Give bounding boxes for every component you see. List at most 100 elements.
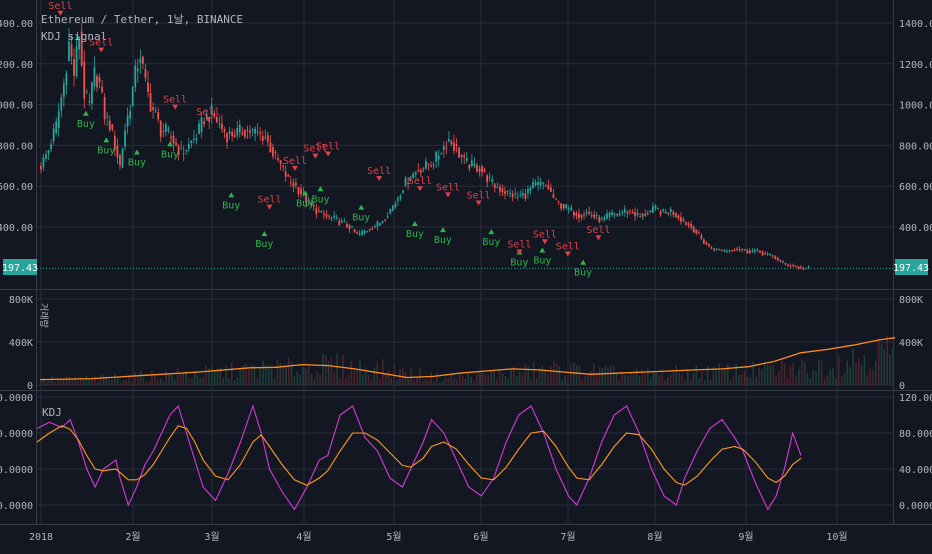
volume-bar <box>171 374 173 385</box>
volume-bar <box>450 374 452 385</box>
candle-body <box>325 214 328 217</box>
candle-body <box>639 216 642 218</box>
candle-body <box>756 249 759 251</box>
sell-signal-label: Sell <box>283 156 307 167</box>
candle-body <box>631 211 634 214</box>
candle-body <box>789 265 792 267</box>
kdj-tick-label-right: 0.0000 <box>899 501 932 512</box>
volume-bar <box>119 382 122 385</box>
volume-bar <box>555 363 558 385</box>
candle-body <box>453 142 455 151</box>
candle-body <box>348 225 351 230</box>
volume-bar <box>128 375 130 385</box>
candle-body <box>445 147 448 149</box>
candle-body <box>662 209 664 211</box>
candle-body <box>172 135 175 144</box>
candle-body <box>458 147 460 158</box>
candle-body <box>473 163 476 167</box>
volume-bar <box>515 376 518 385</box>
last-price-left-text: 197.43 <box>2 263 38 274</box>
candle-body <box>315 208 318 215</box>
volume-bar <box>208 368 210 385</box>
volume-bar <box>467 373 470 385</box>
candle-body <box>266 135 269 142</box>
volume-bar <box>547 374 549 385</box>
volume-bar <box>498 368 501 385</box>
candle-body <box>335 217 338 219</box>
volume-bar <box>758 367 760 385</box>
volume-bar <box>892 347 894 385</box>
volume-bar <box>248 369 250 385</box>
candle-body <box>93 67 96 87</box>
candle-body <box>111 124 114 130</box>
volume-bar <box>344 377 347 385</box>
candle-body <box>233 135 236 137</box>
candle-body <box>277 158 279 161</box>
volume-bar <box>205 365 207 385</box>
price-tick-label-left: 1200.00 <box>0 60 33 71</box>
candle-body <box>343 221 346 223</box>
volume-bar <box>45 381 48 385</box>
buy-signal-label: Buy <box>533 255 551 266</box>
candle-body <box>425 160 427 169</box>
volume-bar <box>766 365 769 385</box>
buy-marker <box>580 259 587 265</box>
candle-body <box>440 153 443 155</box>
candle-body <box>504 191 506 194</box>
candle-body <box>167 128 170 132</box>
candle-body <box>198 123 200 135</box>
candle-body <box>468 164 471 169</box>
sell-signal-label: Sell <box>196 107 220 118</box>
candle-body <box>261 136 264 141</box>
volume-bar <box>216 368 219 385</box>
kdj-line-k <box>36 425 802 486</box>
candle-body <box>616 214 619 216</box>
volume-bar <box>490 370 492 385</box>
sell-marker <box>541 239 548 245</box>
candle-body <box>351 226 353 228</box>
sell-marker <box>376 176 383 182</box>
volume-bar <box>396 380 398 385</box>
volume-bar <box>416 376 418 385</box>
candle-body <box>708 244 710 247</box>
time-tick-label: 2월 <box>125 531 140 543</box>
candle-body <box>409 179 412 181</box>
sell-signal-label: Sell <box>556 242 580 253</box>
candle-body <box>608 212 611 218</box>
candle-body <box>159 120 162 137</box>
buy-signal-label: Buy <box>482 237 500 248</box>
candle-body <box>527 189 529 194</box>
buy-marker <box>539 247 546 253</box>
volume-bar <box>364 367 367 385</box>
volume-bar <box>134 372 136 385</box>
volume-pane-label: 거래량 <box>38 303 50 328</box>
candle-body <box>70 44 73 57</box>
volume-bar <box>225 365 227 385</box>
volume-bar <box>202 376 205 385</box>
candle-body <box>603 216 606 220</box>
candle-body <box>251 129 254 131</box>
candle-body <box>103 97 106 120</box>
volume-bar <box>769 365 772 385</box>
candle-body <box>562 203 565 209</box>
volume-bar <box>615 373 618 385</box>
volume-bar <box>265 364 267 385</box>
volume-bar <box>447 377 450 385</box>
candle-body <box>236 127 239 136</box>
volume-bar <box>493 371 495 385</box>
candle-body <box>142 56 144 64</box>
volume-bar <box>367 374 370 385</box>
candle-body <box>659 210 662 215</box>
candle-body <box>700 235 703 239</box>
volume-bar <box>541 365 544 385</box>
volume-bar <box>553 361 555 385</box>
buy-marker <box>358 204 365 210</box>
volume-bar <box>877 338 880 385</box>
volume-bar <box>820 360 823 385</box>
price-tick-label-right: 1400.00 <box>899 19 932 30</box>
volume-bar <box>647 368 649 385</box>
candle-body <box>412 173 415 178</box>
candle-body <box>657 208 659 210</box>
candle-body <box>399 195 402 199</box>
